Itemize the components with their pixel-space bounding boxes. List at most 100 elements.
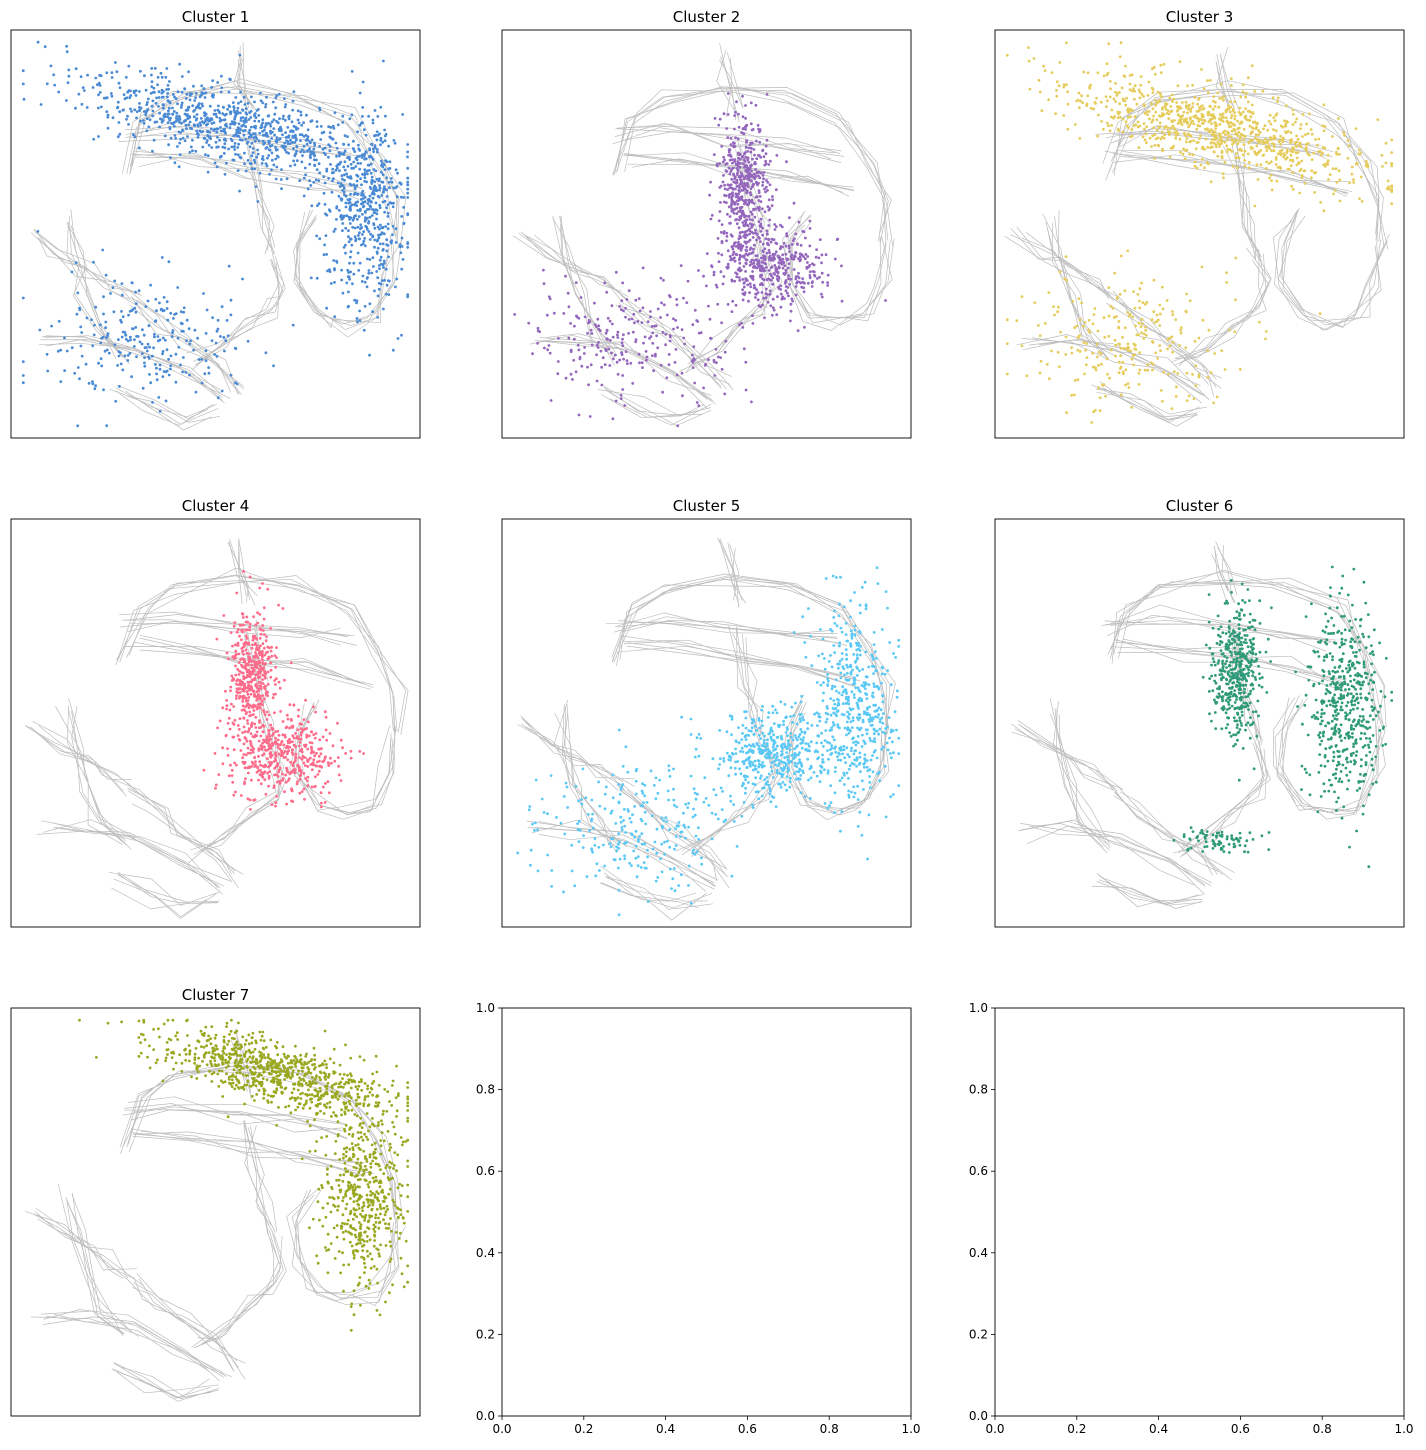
data-point — [368, 194, 372, 198]
data-point — [1108, 376, 1111, 380]
data-point — [242, 688, 246, 692]
data-point — [638, 361, 641, 365]
data-point — [1161, 130, 1164, 134]
data-point — [211, 79, 215, 82]
data-point — [267, 732, 271, 736]
data-point — [344, 226, 348, 230]
data-point — [349, 177, 353, 180]
data-point — [183, 139, 187, 143]
data-point — [1336, 146, 1340, 150]
data-point — [195, 132, 199, 136]
data-point — [1317, 150, 1320, 154]
data-point — [261, 582, 264, 585]
data-point — [1093, 307, 1097, 310]
data-point — [318, 738, 322, 742]
data-point — [356, 320, 359, 324]
data-point — [90, 318, 93, 322]
data-point — [758, 130, 761, 134]
data-point — [729, 183, 733, 187]
data-point — [788, 283, 791, 286]
data-point — [1176, 109, 1179, 113]
data-point — [180, 101, 184, 105]
data-point — [1319, 201, 1323, 204]
data-point — [321, 147, 325, 151]
data-point — [141, 328, 144, 332]
data-point — [556, 372, 560, 376]
data-point — [92, 137, 96, 141]
data-point — [258, 726, 261, 730]
data-point — [276, 148, 279, 152]
data-point — [1121, 117, 1125, 121]
graph-edge — [113, 878, 207, 918]
data-point — [754, 103, 758, 107]
data-point — [1174, 136, 1178, 140]
data-point — [145, 349, 149, 353]
data-point — [620, 341, 624, 345]
data-point — [198, 95, 202, 99]
data-point — [808, 263, 812, 267]
data-point — [1145, 110, 1149, 113]
data-point — [232, 705, 236, 708]
data-point — [1212, 130, 1216, 133]
data-point — [316, 204, 319, 208]
data-point — [1078, 106, 1081, 110]
data-point — [755, 238, 758, 242]
data-point — [282, 146, 285, 150]
data-point — [167, 143, 171, 147]
data-point — [309, 156, 312, 160]
data-point — [1144, 132, 1148, 136]
data-point — [91, 382, 95, 386]
data-point — [1159, 349, 1162, 352]
data-point — [1139, 83, 1143, 87]
data-point — [234, 673, 238, 677]
data-point — [157, 90, 161, 94]
data-point — [263, 125, 267, 129]
data-point — [239, 100, 243, 103]
data-point — [241, 630, 245, 634]
data-point — [1113, 315, 1116, 319]
data-point — [257, 739, 261, 743]
data-point — [1138, 351, 1141, 354]
data-point — [259, 681, 263, 685]
data-point — [359, 223, 363, 227]
data-point — [118, 385, 121, 388]
data-point — [223, 137, 227, 141]
data-point — [326, 269, 329, 273]
data-point — [765, 138, 769, 142]
data-point — [376, 276, 380, 280]
data-point — [370, 200, 373, 204]
data-point — [210, 339, 214, 342]
data-point — [203, 137, 207, 140]
data-point — [556, 360, 560, 363]
data-point — [1269, 173, 1273, 177]
data-point — [542, 282, 546, 285]
data-point — [253, 114, 256, 118]
graph-edge — [1099, 381, 1198, 421]
graph-edge — [34, 231, 143, 309]
data-point — [204, 359, 208, 363]
data-point — [98, 73, 101, 77]
data-point — [105, 110, 109, 113]
data-point — [356, 155, 359, 159]
data-point — [729, 143, 733, 147]
data-point — [238, 111, 242, 115]
data-point — [1285, 151, 1289, 155]
data-point — [256, 703, 260, 706]
data-point — [269, 723, 273, 727]
data-point — [65, 349, 69, 353]
graph-edge — [191, 259, 285, 371]
data-point — [371, 235, 374, 239]
data-point — [1331, 167, 1335, 171]
data-point — [264, 639, 268, 643]
data-point — [283, 105, 287, 109]
data-point — [686, 279, 690, 283]
data-point — [248, 111, 252, 114]
data-point — [284, 103, 288, 106]
data-point — [1191, 83, 1194, 87]
data-point — [1296, 137, 1300, 141]
data-point — [732, 244, 735, 248]
data-point — [352, 193, 356, 196]
data-point — [340, 174, 344, 178]
data-point — [165, 348, 169, 352]
data-point — [394, 241, 398, 244]
